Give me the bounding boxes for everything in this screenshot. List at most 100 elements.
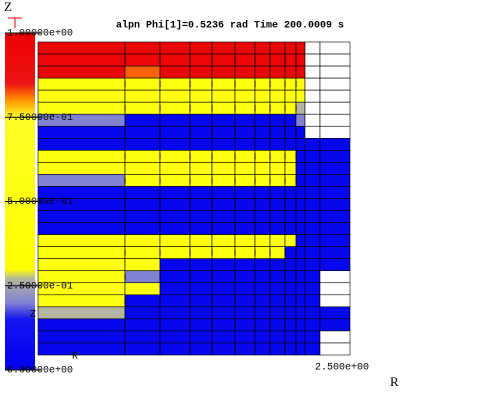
cell <box>159 138 191 151</box>
cell <box>284 258 297 272</box>
cell <box>234 234 256 247</box>
cell <box>269 342 286 356</box>
cell <box>269 174 286 187</box>
cell <box>189 306 213 320</box>
empty-cell <box>304 125 321 139</box>
field <box>37 41 351 356</box>
empty-cell <box>304 65 321 79</box>
cell <box>189 342 213 356</box>
cell <box>211 210 236 223</box>
cell <box>254 174 271 187</box>
cell <box>284 150 297 163</box>
cell <box>269 186 286 199</box>
cell <box>269 294 286 308</box>
cell <box>37 89 126 103</box>
empty-cell <box>304 53 321 67</box>
cell <box>254 101 271 115</box>
cell <box>295 282 306 296</box>
cell <box>124 125 161 139</box>
cell <box>284 306 297 320</box>
cell <box>295 41 306 55</box>
colorbar-tick-label: 2.50000e-01 <box>7 281 73 292</box>
cell <box>319 174 351 187</box>
cell <box>124 41 161 55</box>
cell <box>124 342 161 356</box>
cell <box>124 101 161 115</box>
cell <box>269 282 286 296</box>
empty-cell <box>304 89 321 103</box>
cell <box>211 198 236 211</box>
cell <box>304 318 321 332</box>
empty-cell <box>319 77 351 91</box>
cell <box>124 270 161 284</box>
r-tick-label: 2.500e+00 <box>315 363 369 374</box>
cell <box>189 246 213 259</box>
cell <box>124 150 161 163</box>
empty-cell <box>319 101 351 115</box>
cell <box>254 77 271 91</box>
cell <box>304 306 321 320</box>
cell <box>319 162 351 175</box>
cell <box>269 41 286 55</box>
cell <box>254 234 271 247</box>
cell <box>37 162 126 175</box>
cell <box>159 41 191 55</box>
cell <box>295 77 306 91</box>
cell <box>295 258 306 272</box>
cell <box>254 113 271 127</box>
cell <box>189 210 213 223</box>
cell <box>304 222 321 235</box>
empty-cell <box>319 330 351 344</box>
cell <box>189 282 213 296</box>
cell <box>159 258 191 272</box>
cell <box>234 198 256 211</box>
cell <box>159 282 191 296</box>
cell <box>295 162 306 175</box>
cell <box>37 125 126 139</box>
cell <box>269 150 286 163</box>
cell <box>124 318 161 332</box>
cell <box>284 53 297 67</box>
cell <box>254 53 271 67</box>
cell <box>269 65 286 79</box>
cell <box>37 342 126 356</box>
cell <box>284 210 297 223</box>
cell <box>319 318 351 332</box>
cell <box>269 113 286 127</box>
cell <box>295 125 306 139</box>
cell <box>189 186 213 199</box>
cell <box>211 53 236 67</box>
cell <box>304 342 321 356</box>
cell <box>159 222 191 235</box>
cell <box>159 125 191 139</box>
cell <box>124 306 161 320</box>
cell <box>189 330 213 344</box>
cell <box>295 101 306 115</box>
cell <box>234 138 256 151</box>
cell <box>284 270 297 284</box>
cell <box>234 306 256 320</box>
cell <box>269 210 286 223</box>
cell <box>284 125 297 139</box>
cell <box>159 270 191 284</box>
cell <box>189 101 213 115</box>
cell <box>234 77 256 91</box>
cell <box>124 77 161 91</box>
cell <box>254 125 271 139</box>
cell <box>189 270 213 284</box>
cell <box>159 174 191 187</box>
cell <box>284 330 297 344</box>
cell <box>304 258 321 272</box>
cell <box>159 89 191 103</box>
cell <box>304 330 321 344</box>
cell <box>211 101 236 115</box>
cell <box>304 234 321 247</box>
cell <box>254 282 271 296</box>
cell <box>189 258 213 272</box>
cell <box>234 270 256 284</box>
cell <box>211 65 236 79</box>
cell <box>319 186 351 199</box>
cell <box>234 258 256 272</box>
cell <box>254 150 271 163</box>
cell <box>159 186 191 199</box>
